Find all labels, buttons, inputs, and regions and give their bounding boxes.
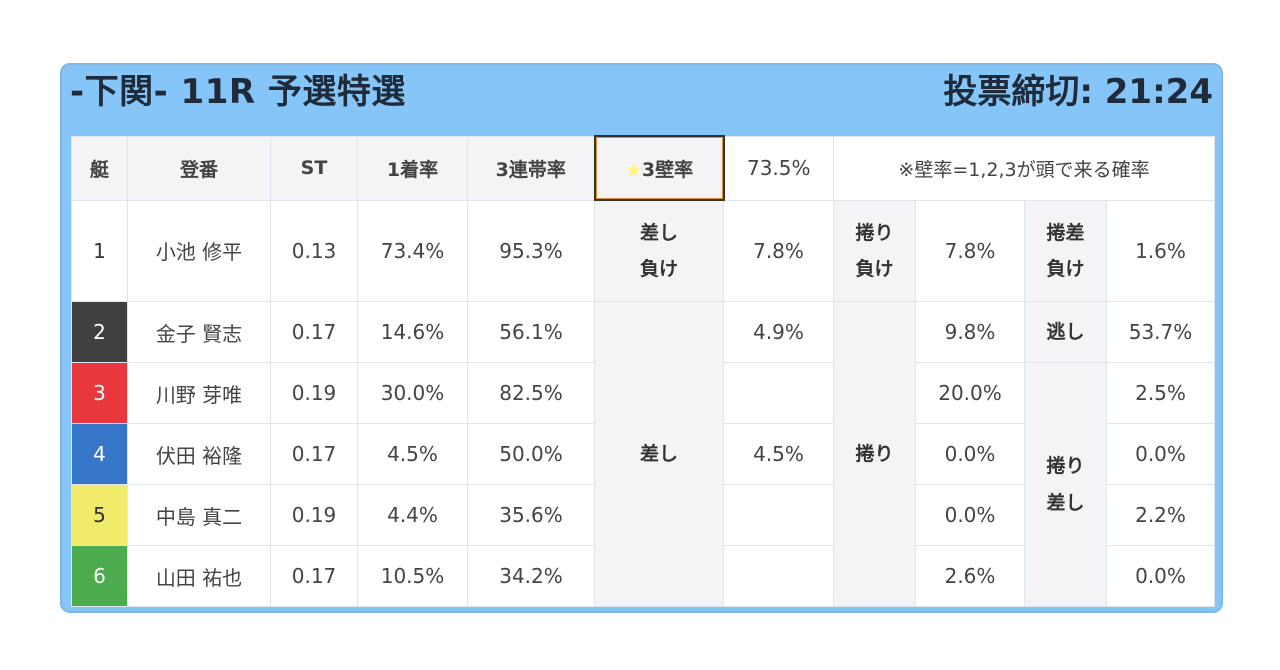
wall-rate-label: 3壁率 [641,158,694,181]
table-row: 3 川野 芽唯 0.19 30.0% 82.5% 20.0% 捲り 差し 2.5% [71,362,1215,607]
racer-name: 川野 芽唯 [127,362,271,424]
win-rate-value: 4.4% [357,484,468,546]
boat-number-5: 5 [71,484,128,546]
sashi-make-value: 7.8% [723,199,834,302]
sashi-value [723,484,834,546]
wall-rate-value: 73.5% [723,135,834,201]
trio-rate-value: 35.6% [467,484,595,546]
race-panel: -下関- 11R 予選特選 投票締切: 21:24 艇 登番 ST 1着率 3連… [60,63,1223,613]
table-row: 1 小池 修平 0.13 73.4% 95.3% 差し 負け 7.8% 捲り 負け … [71,199,1215,302]
sashi-label: 差し [594,301,724,607]
header-registration: 登番 [127,135,271,201]
trio-rate-value: 34.2% [467,545,595,607]
sashi-make-label: 差し 負け [594,199,724,302]
st-value: 0.17 [270,423,358,485]
st-value: 0.17 [270,545,358,607]
wall-rate-note: ※壁率=1,2,3が頭で来る確率 [833,135,1215,201]
race-stats-table: 艇 登番 ST 1着率 3連帯率 ★3壁率 73.5% ※壁率=1,2,3が頭で… [71,135,1215,607]
header-boat: 艇 [71,135,128,201]
nige-label: 逃し [1024,301,1107,363]
st-value: 0.19 [270,484,358,546]
sashi-value [723,362,834,424]
makurisashi-value: 0.0% [1106,545,1215,607]
win-rate-value: 4.5% [357,423,468,485]
boat-number-2: 2 [71,301,128,363]
header-trio-rate: 3連帯率 [467,135,595,201]
boat-number-4: 4 [71,423,128,485]
makurisashi-value: 2.2% [1106,484,1215,546]
makuri-value: 0.0% [915,484,1025,546]
sashi-value: 4.5% [723,423,834,485]
makurisashi-value: 0.0% [1106,423,1215,485]
makuri-value: 2.6% [915,545,1025,607]
table-row: 4 伏田 裕隆 0.17 4.5% 50.0% 4.5% 0.0% 0.0% [71,423,1215,485]
table-row: 6 山田 祐也 0.17 10.5% 34.2% 2.6% 0.0% [71,545,1215,607]
table-header-row: 艇 登番 ST 1着率 3連帯率 ★3壁率 73.5% ※壁率=1,2,3が頭で… [71,135,1215,201]
star-icon: ★ [624,158,642,181]
boat-number-3: 3 [71,362,128,424]
makurisashi-label: 捲り 差し [1024,362,1107,607]
sashi-value: 4.9% [723,301,834,363]
makuri-make-label: 捲り 負け [833,199,916,302]
makuri-label: 捲り [833,301,916,607]
table-row: 5 中島 真二 0.19 4.4% 35.6% 0.0% 2.2% [71,484,1215,546]
makuri-make-value: 7.8% [915,199,1025,302]
sashi-value [723,545,834,607]
voting-deadline: 投票締切: 21:24 [943,72,1213,112]
makuri-value: 0.0% [915,423,1025,485]
win-rate-value: 73.4% [357,199,468,302]
racer-name: 山田 祐也 [127,545,271,607]
makuri-value: 20.0% [915,362,1025,424]
trio-rate-value: 56.1% [467,301,595,363]
boat-number-1: 1 [71,199,128,302]
race-title: -下関- 11R 予選特選 [70,72,406,112]
trio-rate-value: 82.5% [467,362,595,424]
racer-name: 小池 修平 [127,199,271,302]
trio-rate-value: 95.3% [467,199,595,302]
st-value: 0.17 [270,301,358,363]
makurisashi-make-label: 捲差 負け [1024,199,1107,302]
win-rate-value: 10.5% [357,545,468,607]
st-value: 0.19 [270,362,358,424]
table-row: 2 金子 賢志 0.17 14.6% 56.1% 差し 4.9% 捲り 9.8%… [71,301,1215,607]
nige-value: 53.7% [1106,301,1215,363]
racer-name: 金子 賢志 [127,301,271,363]
racer-name: 伏田 裕隆 [127,423,271,485]
trio-rate-value: 50.0% [467,423,595,485]
boat-number-6: 6 [71,545,128,607]
header-st: ST [270,135,358,201]
wall-rate-header: ★3壁率 [593,135,725,201]
st-value: 0.13 [270,199,358,302]
makuri-value: 9.8% [915,301,1025,363]
win-rate-value: 14.6% [357,301,468,363]
makurisashi-value: 2.5% [1106,362,1215,424]
win-rate-value: 30.0% [357,362,468,424]
racer-name: 中島 真二 [127,484,271,546]
makurisashi-make-value: 1.6% [1106,199,1215,302]
header-win-rate: 1着率 [357,135,468,201]
